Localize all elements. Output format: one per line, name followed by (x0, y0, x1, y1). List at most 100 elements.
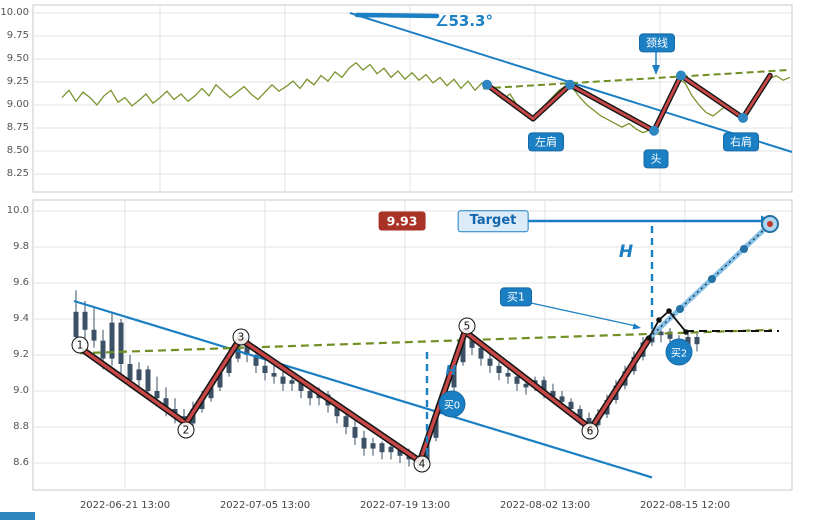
y-axis-label: 9.50 (6, 53, 29, 64)
candle-body (289, 380, 295, 384)
candle-body (460, 337, 466, 363)
pivot-marker-3: 3 (232, 328, 250, 346)
candle-body (487, 358, 493, 366)
bottom-panel-frame (32, 199, 793, 491)
pivot-marker-2: 2 (177, 421, 195, 439)
candle-body (262, 365, 268, 373)
candle-body (298, 380, 304, 391)
candle-body (550, 391, 556, 397)
hs-vertex-dot (565, 79, 575, 90)
candle-body (694, 337, 700, 345)
candle-body (100, 340, 106, 359)
candle-body (82, 311, 88, 330)
candle-body (451, 362, 457, 388)
buy2-marker: 买2 (666, 339, 692, 365)
pivot-marker-1: 1 (71, 336, 89, 354)
candle-body (280, 376, 286, 384)
candle-body (514, 376, 520, 384)
candle-body (244, 340, 250, 355)
candle-body (433, 412, 439, 438)
y-axis-label: 9.8 (13, 241, 29, 252)
pullback-dot (656, 317, 662, 323)
right-shoulder-label: 右肩 (724, 133, 758, 151)
y-axis-label: 8.8 (13, 421, 29, 432)
y-axis-label: 9.2 (13, 349, 29, 360)
candle-body (334, 405, 340, 417)
candle-body (667, 331, 673, 339)
y-axis-label: 8.50 (6, 145, 29, 156)
head-label: 头 (644, 150, 668, 168)
candle-body (577, 409, 583, 418)
x-axis-label: 2022-08-15 12:00 (639, 500, 731, 511)
y-axis-label: 8.6 (13, 457, 29, 468)
y-axis-label: 9.4 (13, 313, 29, 324)
descending-trendline-bottom (73, 299, 653, 479)
left-shoulder-label: 左肩 (529, 133, 563, 151)
buy1-arrow-line (530, 302, 637, 327)
candle-body (307, 391, 313, 399)
neckline-arrow-head (652, 65, 660, 75)
y-axis-label: 10.00 (0, 7, 29, 18)
pivot-marker-5: 5 (458, 317, 476, 335)
candle-body (127, 364, 133, 381)
candle-body (73, 311, 79, 337)
pivot-marker-6: 6 (581, 422, 599, 440)
candle-body (271, 373, 277, 377)
target-label: Target (457, 210, 529, 232)
y-axis-label: 10.0 (6, 205, 29, 216)
hs-vertex-dot (738, 112, 748, 123)
top-panel-frame (32, 4, 793, 193)
projection-dot (740, 245, 748, 253)
hs-vertex-dot (649, 125, 659, 136)
candle-body (361, 437, 367, 449)
neckline-label: 颈线 (640, 34, 674, 52)
candle-body (658, 331, 664, 336)
buy1-label: 买1 (501, 288, 531, 306)
candle-body (523, 383, 529, 388)
angle-reference-line (354, 12, 440, 19)
candle-body (91, 329, 97, 341)
candle-body (217, 373, 223, 388)
height-label-small: H (445, 364, 457, 380)
y-axis-label: 9.75 (6, 30, 29, 41)
candle-body (469, 337, 475, 348)
candle-body (541, 380, 547, 391)
candle-body (118, 322, 124, 364)
candle-body (343, 416, 349, 427)
candle-body (253, 355, 259, 366)
candle-body (559, 396, 565, 402)
scrollbar-corner (0, 512, 35, 520)
neckline-dashed-top (482, 69, 789, 90)
target-price-badge: 9.93 (378, 211, 426, 231)
hs-zigzag (485, 74, 772, 133)
y-axis-label: 9.0 (13, 385, 29, 396)
target-point-center (767, 221, 773, 227)
candle-body (496, 365, 502, 373)
pullback-path (648, 309, 687, 339)
hs-vertex-dot (676, 70, 686, 81)
candle-body (154, 391, 160, 399)
height-label-large: H (618, 241, 634, 262)
candle-body (235, 340, 241, 359)
y-axis-label: 9.00 (6, 99, 29, 110)
y-axis-label: 9.6 (13, 277, 29, 288)
y-axis-label: 8.75 (6, 122, 29, 133)
hs-zigzag-outline (484, 72, 773, 134)
candle-body (388, 446, 394, 453)
x-axis-label: 2022-06-21 13:00 (79, 500, 171, 511)
buy0-marker: 买0 (439, 391, 465, 417)
candle-body (379, 443, 385, 453)
candle-body (136, 369, 142, 381)
hs-vertex-dot (482, 79, 492, 90)
buy1-arrow-head (632, 323, 641, 330)
pivot-marker-4: 4 (413, 455, 431, 473)
candle-body (208, 387, 214, 399)
angle-annotation: ∠53.3° (435, 12, 493, 30)
projection-dot (676, 305, 684, 313)
candle-body (163, 398, 169, 409)
candle-body (478, 347, 484, 359)
candle-body (370, 443, 376, 449)
candle-body (505, 373, 511, 377)
